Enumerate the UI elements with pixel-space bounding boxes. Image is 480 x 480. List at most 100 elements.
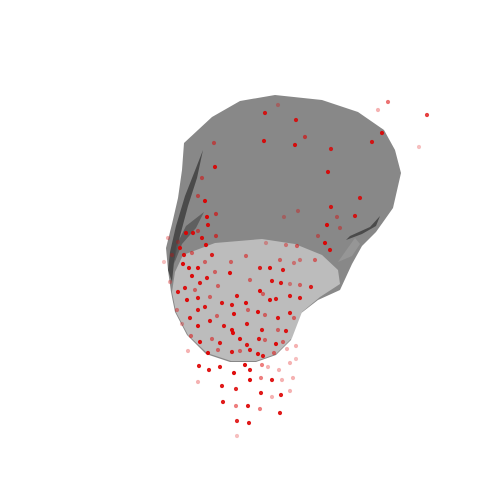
point-4 xyxy=(375,107,381,113)
point-92 xyxy=(174,307,180,313)
point-5 xyxy=(424,112,430,118)
point-48 xyxy=(169,252,175,258)
point-53 xyxy=(202,259,208,265)
point-47 xyxy=(209,252,215,258)
point-159 xyxy=(278,392,284,398)
point-89 xyxy=(273,296,279,302)
point-34 xyxy=(322,240,328,246)
point-81 xyxy=(184,297,190,303)
point-106 xyxy=(221,323,227,329)
point-100 xyxy=(262,312,268,318)
point-138 xyxy=(231,370,237,376)
point-131 xyxy=(260,353,266,359)
point-24 xyxy=(190,230,196,236)
point-69 xyxy=(175,289,181,295)
point-152 xyxy=(290,375,296,381)
point-95 xyxy=(202,304,208,310)
point-33 xyxy=(315,233,321,239)
point-87 xyxy=(257,288,263,294)
point-39 xyxy=(283,242,289,248)
point-73 xyxy=(234,293,240,299)
point-18 xyxy=(195,193,201,199)
point-88 xyxy=(267,297,273,303)
point-160 xyxy=(287,388,293,394)
point-9 xyxy=(302,134,308,140)
mesh-edge-shadow-right xyxy=(346,216,380,240)
point-13 xyxy=(328,146,334,152)
point-56 xyxy=(243,253,249,259)
point-16 xyxy=(199,175,205,181)
point-91 xyxy=(297,295,303,301)
point-124 xyxy=(185,348,191,354)
point-57 xyxy=(257,265,263,271)
point-79 xyxy=(297,282,303,288)
point-133 xyxy=(284,346,290,352)
point-43 xyxy=(177,245,183,251)
point-27 xyxy=(328,204,334,210)
point-156 xyxy=(245,403,251,409)
point-10 xyxy=(261,138,267,144)
point-0 xyxy=(262,110,268,116)
point-136 xyxy=(206,367,212,373)
point-155 xyxy=(233,403,239,409)
point-120 xyxy=(256,336,262,342)
point-121 xyxy=(262,337,268,343)
point-54 xyxy=(212,269,218,275)
point-83 xyxy=(207,294,213,300)
point-74 xyxy=(247,277,253,283)
point-14 xyxy=(212,164,218,170)
point-30 xyxy=(357,195,363,201)
point-141 xyxy=(259,362,265,368)
point-60 xyxy=(197,280,203,286)
point-164 xyxy=(277,410,283,416)
point-42 xyxy=(175,239,181,245)
point-17 xyxy=(202,198,208,204)
point-11 xyxy=(292,142,298,148)
point-50 xyxy=(180,261,186,267)
point-112 xyxy=(291,315,297,321)
point-99 xyxy=(255,309,261,315)
point-37 xyxy=(281,214,287,220)
point-126 xyxy=(215,347,221,353)
point-93 xyxy=(187,315,193,321)
point-28 xyxy=(334,214,340,220)
point-113 xyxy=(188,333,194,339)
point-1 xyxy=(275,102,281,108)
point-115 xyxy=(209,336,215,342)
point-134 xyxy=(293,343,299,349)
point-154 xyxy=(220,399,226,405)
point-67 xyxy=(312,257,318,263)
point-63 xyxy=(267,265,273,271)
point-58 xyxy=(277,257,283,263)
point-36 xyxy=(295,208,301,214)
point-23 xyxy=(183,230,189,236)
point-25 xyxy=(199,235,205,241)
point-59 xyxy=(189,273,195,279)
point-3 xyxy=(385,99,391,105)
point-153 xyxy=(195,379,201,385)
point-72 xyxy=(215,283,221,289)
point-144 xyxy=(287,360,293,366)
point-103 xyxy=(179,321,185,327)
point-90 xyxy=(287,293,293,299)
point-102 xyxy=(287,310,293,316)
point-21 xyxy=(205,222,211,228)
point-104 xyxy=(195,323,201,329)
point-128 xyxy=(237,348,243,354)
point-41 xyxy=(165,235,171,241)
point-139 xyxy=(242,362,248,368)
point-32 xyxy=(337,225,343,231)
point-135 xyxy=(196,363,202,369)
point-94 xyxy=(195,307,201,313)
mesh-edge-shadow-inner xyxy=(174,212,204,264)
point-80 xyxy=(308,284,314,290)
point-161 xyxy=(234,418,240,424)
point-2 xyxy=(293,117,299,123)
point-84 xyxy=(219,300,225,306)
point-66 xyxy=(297,257,303,263)
point-77 xyxy=(278,280,284,286)
point-157 xyxy=(258,390,264,396)
point-82 xyxy=(195,295,201,301)
